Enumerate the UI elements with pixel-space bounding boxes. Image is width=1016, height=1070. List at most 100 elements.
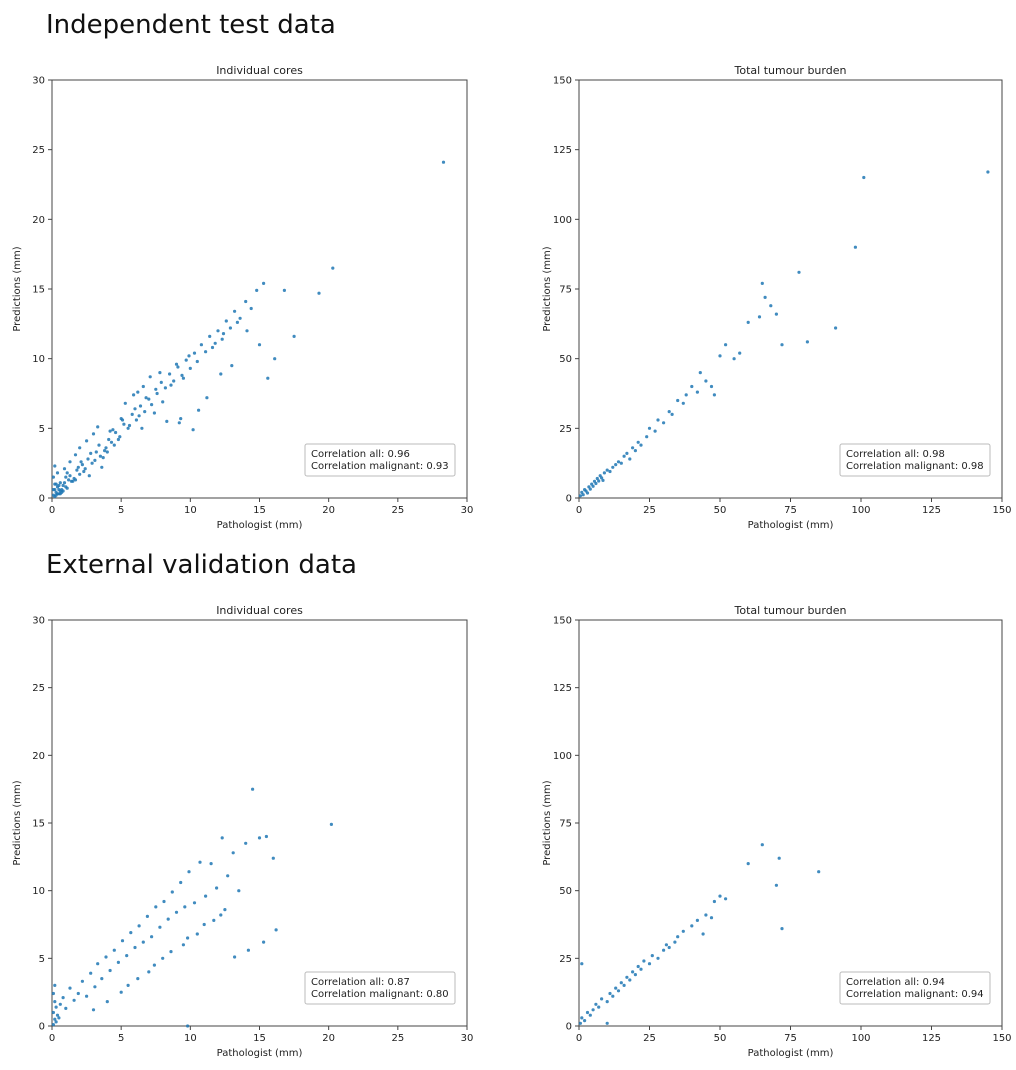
data-point <box>161 400 165 404</box>
data-point <box>198 860 202 864</box>
data-point <box>317 291 321 295</box>
data-point <box>129 931 133 935</box>
x-tick-label: 0 <box>49 1033 55 1044</box>
data-point <box>780 343 784 347</box>
data-point <box>220 337 224 341</box>
data-point <box>65 486 69 490</box>
data-point <box>150 403 154 407</box>
data-point <box>581 493 585 497</box>
data-point <box>216 329 220 333</box>
data-point <box>177 421 181 425</box>
data-point <box>108 968 112 973</box>
data-point <box>137 924 141 928</box>
data-point <box>183 905 187 909</box>
data-point <box>158 925 162 929</box>
data-point <box>594 481 598 486</box>
data-point <box>144 396 148 400</box>
x-tick-label: 125 <box>922 1033 941 1044</box>
data-point <box>619 981 623 985</box>
data-point <box>760 843 764 847</box>
data-point <box>72 998 76 1002</box>
data-point <box>137 414 141 418</box>
data-point <box>257 836 262 840</box>
section-title-external: External validation data <box>46 550 357 580</box>
data-point <box>282 288 286 292</box>
x-tick-label: 20 <box>322 1033 335 1044</box>
data-point <box>228 326 232 330</box>
data-point <box>143 410 147 414</box>
data-point <box>608 469 612 474</box>
data-point <box>169 950 173 954</box>
data-point <box>625 451 629 455</box>
data-point <box>769 304 773 308</box>
data-point <box>64 475 68 479</box>
data-point <box>709 384 714 389</box>
data-point <box>244 299 248 304</box>
data-point <box>684 393 688 397</box>
data-point <box>237 889 241 893</box>
data-point <box>597 1005 601 1009</box>
x-axis-label: Pathologist (mm) <box>748 1048 834 1059</box>
data-point <box>262 940 266 944</box>
data-point <box>681 929 685 933</box>
data-point <box>238 316 242 320</box>
data-point <box>583 1019 587 1023</box>
y-tick-label: 25 <box>32 145 45 156</box>
data-point <box>631 970 635 974</box>
data-point <box>233 955 237 959</box>
data-point <box>53 1017 57 1021</box>
data-point <box>62 467 67 471</box>
data-point <box>231 851 235 855</box>
data-point <box>614 463 618 467</box>
y-tick-label: 100 <box>553 215 572 226</box>
data-point <box>119 990 123 994</box>
data-point <box>605 1021 609 1025</box>
data-point <box>662 948 666 952</box>
y-tick-label: 25 <box>559 954 572 965</box>
y-tick-label: 5 <box>39 424 45 435</box>
data-point <box>226 874 230 878</box>
x-axis-label: Pathologist (mm) <box>748 520 834 531</box>
data-point <box>204 350 208 354</box>
data-point <box>179 417 183 421</box>
data-point <box>273 357 277 361</box>
x-tick-label: 25 <box>643 1033 656 1044</box>
data-point <box>165 419 169 423</box>
annotation-box <box>839 443 991 477</box>
data-point <box>120 939 125 943</box>
data-point <box>616 989 621 993</box>
data-point <box>51 488 56 492</box>
data-point <box>628 978 632 982</box>
data-point <box>667 945 671 950</box>
data-point <box>986 170 990 174</box>
data-point <box>112 443 116 447</box>
data-point <box>181 943 185 947</box>
y-tick-label: 0 <box>566 1022 572 1033</box>
data-point <box>441 160 446 164</box>
data-point <box>230 364 234 368</box>
data-point <box>136 977 140 981</box>
data-point <box>221 332 226 336</box>
data-point <box>647 962 652 966</box>
section-title-independent: Independent test data <box>46 10 336 40</box>
data-point <box>670 412 674 416</box>
y-tick-label: 15 <box>32 285 45 296</box>
data-point <box>158 371 162 375</box>
data-point <box>57 483 61 488</box>
data-point <box>130 412 134 416</box>
data-point <box>51 991 56 996</box>
data-point <box>192 351 197 355</box>
data-point <box>176 365 180 369</box>
x-tick-label: 150 <box>992 505 1011 516</box>
data-point <box>195 932 199 936</box>
data-point <box>161 956 165 960</box>
data-point <box>162 899 166 904</box>
data-point <box>134 418 138 422</box>
x-tick-label: 20 <box>322 505 335 516</box>
data-point <box>797 270 801 274</box>
x-tick-label: 0 <box>576 1033 582 1044</box>
annotation-box <box>304 443 456 477</box>
plot-frame <box>578 619 1003 1027</box>
data-point <box>103 449 107 453</box>
data-point <box>90 461 94 465</box>
